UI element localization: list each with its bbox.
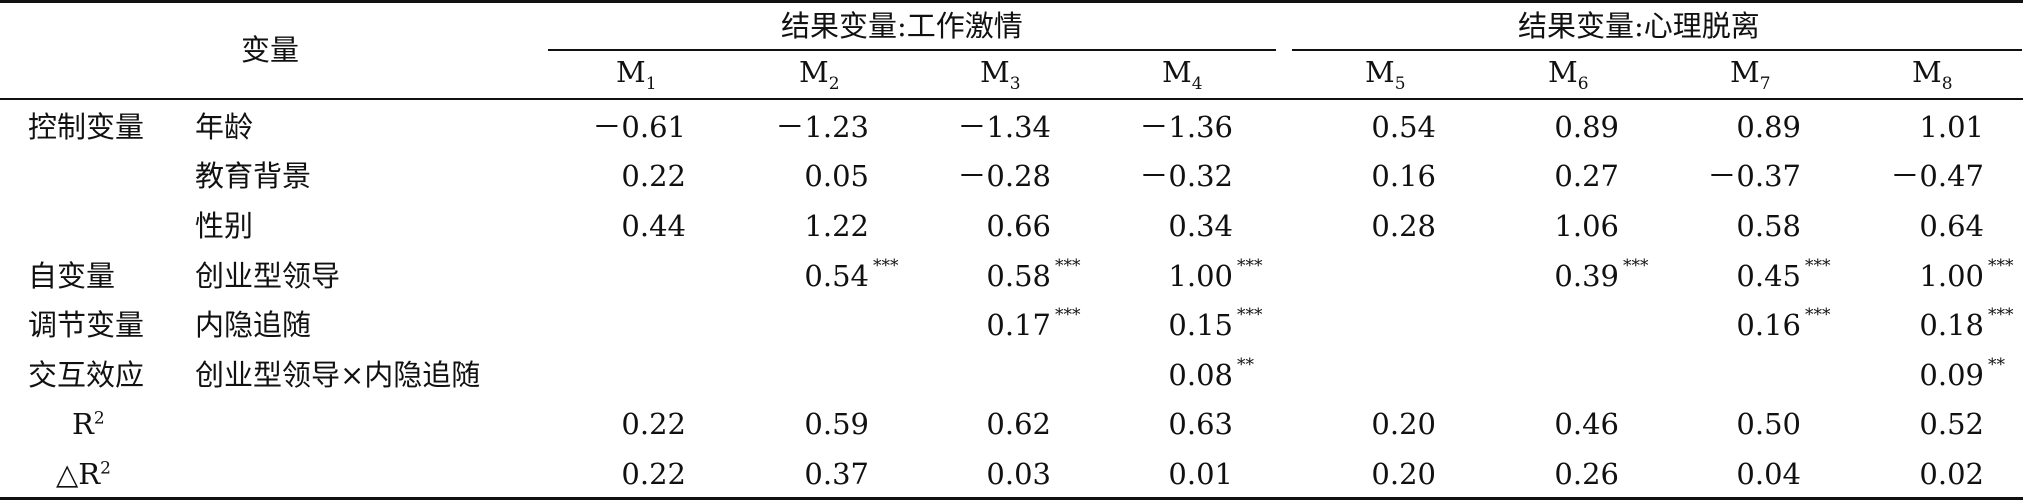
- model-header-4: M4: [1162, 55, 1203, 94]
- table-cell: 0.46: [1554, 407, 1619, 441]
- row-variable: 性别: [195, 209, 254, 243]
- header-rule: [0, 98, 2023, 100]
- significance-marker: ***: [1237, 256, 1263, 276]
- table-cell: 0.58: [1736, 209, 1801, 243]
- row-category: 控制变量: [28, 110, 145, 144]
- table-cell: －1.36: [1139, 110, 1233, 144]
- table-cell: 0.63: [1168, 407, 1233, 441]
- table-cell: 0.28: [1371, 209, 1436, 243]
- row-variable: 内隐追随: [195, 308, 312, 342]
- significance-marker: ***: [1623, 256, 1649, 276]
- group-a-underline: [548, 49, 1276, 51]
- model-header-1: M1: [616, 55, 657, 94]
- table-cell: 0.89: [1736, 110, 1801, 144]
- table-cell: 1.01: [1919, 110, 1984, 144]
- table-cell: －0.28: [957, 159, 1051, 193]
- model-header-2: M2: [799, 55, 840, 94]
- group-a-title: 结果变量:工作激情: [781, 9, 1023, 43]
- table-cell: －1.23: [775, 110, 869, 144]
- table-cell: 0.27: [1554, 159, 1619, 193]
- table-cell: 0.66: [986, 209, 1051, 243]
- table-cell: 0.16: [1736, 308, 1801, 342]
- model-header-6: M6: [1548, 55, 1589, 94]
- top-rule: [0, 0, 2023, 3]
- row-variable: 年龄: [195, 110, 254, 144]
- table-cell: 0.22: [621, 159, 686, 193]
- row-category: 自变量: [28, 259, 116, 293]
- significance-marker: ***: [1055, 256, 1081, 276]
- table-cell: －0.61: [592, 110, 686, 144]
- significance-marker: ***: [1055, 305, 1081, 325]
- table-cell: 1.00: [1168, 259, 1233, 293]
- significance-marker: ***: [1988, 256, 2014, 276]
- table-cell: 0.16: [1371, 159, 1436, 193]
- table-cell: 0.59: [804, 407, 869, 441]
- significance-marker: ***: [1237, 305, 1263, 325]
- table-cell: 0.37: [804, 457, 869, 491]
- row-variable: 教育背景: [195, 159, 312, 193]
- table-cell: －0.37: [1707, 159, 1801, 193]
- variable-header: 变量: [241, 33, 300, 67]
- table-cell: 0.20: [1371, 457, 1436, 491]
- table-cell: 0.17: [986, 308, 1051, 342]
- table-cell: 0.50: [1736, 407, 1801, 441]
- model-header-3: M3: [980, 55, 1021, 94]
- table-cell: 0.39: [1554, 259, 1619, 293]
- table-cell: －0.47: [1890, 159, 1984, 193]
- significance-marker: ***: [1988, 305, 2014, 325]
- table-cell: 0.08: [1168, 358, 1233, 392]
- row-category: △R2: [56, 457, 111, 491]
- table-cell: 0.64: [1919, 209, 1984, 243]
- table-cell: 0.54: [1371, 110, 1436, 144]
- table-cell: 0.22: [621, 457, 686, 491]
- table-cell: 0.01: [1168, 457, 1233, 491]
- table-cell: 1.06: [1554, 209, 1619, 243]
- significance-marker: ***: [873, 256, 899, 276]
- table-cell: 0.26: [1554, 457, 1619, 491]
- significance-marker: **: [1237, 355, 1254, 375]
- row-category: R2: [72, 407, 105, 441]
- significance-marker: ***: [1805, 305, 1831, 325]
- table-cell: －0.32: [1139, 159, 1233, 193]
- table-cell: －1.34: [957, 110, 1051, 144]
- row-variable: 创业型领导: [195, 259, 341, 293]
- model-header-5: M5: [1365, 55, 1406, 94]
- table-cell: 1.22: [804, 209, 869, 243]
- significance-marker: ***: [1805, 256, 1831, 276]
- table-cell: 0.15: [1168, 308, 1233, 342]
- table-cell: 0.05: [804, 159, 869, 193]
- bottom-rule: [0, 497, 2023, 500]
- table-cell: 0.18: [1919, 308, 1984, 342]
- table-cell: 0.45: [1736, 259, 1801, 293]
- significance-marker: **: [1988, 355, 2005, 375]
- model-header-8: M8: [1912, 55, 1953, 94]
- row-variable: 创业型领导×内隐追随: [195, 358, 481, 392]
- table-cell: 0.09: [1919, 358, 1984, 392]
- table-cell: 0.04: [1736, 457, 1801, 491]
- row-category: 调节变量: [28, 308, 145, 342]
- table-cell: 0.03: [986, 457, 1051, 491]
- group-b-title: 结果变量:心理脱离: [1518, 9, 1760, 43]
- table-cell: 0.54: [804, 259, 869, 293]
- table-cell: 0.02: [1919, 457, 1984, 491]
- table-cell: 0.62: [986, 407, 1051, 441]
- table-cell: 0.34: [1168, 209, 1233, 243]
- table-cell: 0.20: [1371, 407, 1436, 441]
- table-cell: 0.52: [1919, 407, 1984, 441]
- table-cell: 0.58: [986, 259, 1051, 293]
- row-category: 交互效应: [28, 358, 145, 392]
- table-cell: 0.44: [621, 209, 686, 243]
- table-cell: 1.00: [1919, 259, 1984, 293]
- table-cell: 0.22: [621, 407, 686, 441]
- model-header-7: M7: [1730, 55, 1771, 94]
- table-cell: 0.89: [1554, 110, 1619, 144]
- group-b-underline: [1292, 49, 2022, 51]
